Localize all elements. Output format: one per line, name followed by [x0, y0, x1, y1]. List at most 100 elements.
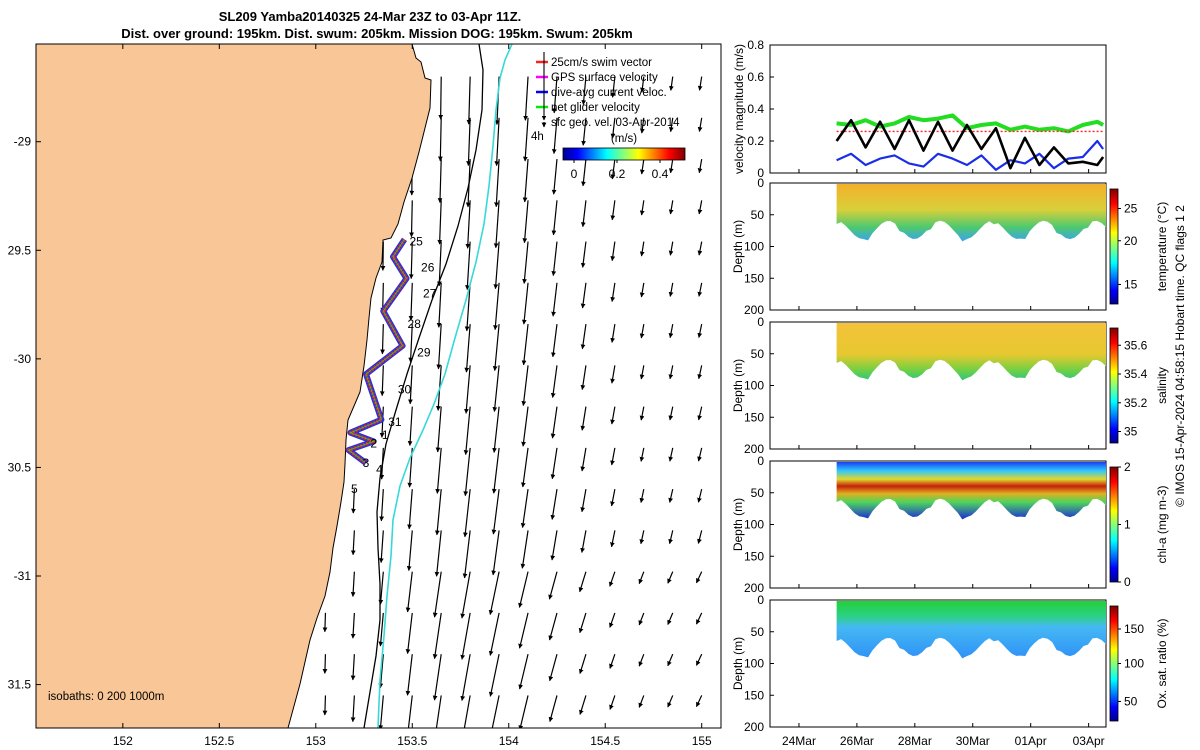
oxygen-colorbar — [1109, 605, 1119, 722]
velocity-vector — [668, 406, 674, 421]
velocity-vector — [610, 324, 616, 343]
velocity-vector — [434, 489, 442, 536]
day-label: 25 — [409, 235, 423, 249]
chla-section-data — [836, 462, 1106, 520]
velocity-vector — [550, 489, 558, 520]
velocity-vector — [639, 447, 645, 462]
velocity-vector — [697, 406, 703, 421]
velocity-vector — [668, 200, 674, 215]
velocity-vector — [379, 489, 385, 522]
velocity-vector — [668, 158, 674, 174]
velocity-vector — [432, 571, 442, 618]
velocity-vector — [494, 117, 500, 167]
day-label: 1 — [382, 428, 389, 442]
velocity-vector — [518, 654, 529, 690]
velocity-vector — [581, 76, 587, 106]
velocity-vector — [668, 241, 674, 256]
velocity-vector — [697, 117, 703, 132]
depth-tick-label: 50 — [751, 486, 765, 500]
velocity-vector — [494, 159, 500, 208]
depth-tick-label: 200 — [744, 303, 764, 317]
depth-tick-label: 150 — [744, 410, 764, 424]
velocity-vector — [667, 612, 674, 625]
depth-tick-label: 100 — [744, 518, 764, 532]
velocity-vector — [639, 530, 645, 545]
salinity-section-data — [836, 323, 1106, 381]
velocity-vector — [639, 241, 645, 257]
velocity-vector — [491, 695, 500, 728]
velocity-vector — [639, 324, 645, 339]
velocity-vector — [639, 117, 645, 134]
velocity-vector — [580, 365, 587, 390]
velocity-vector — [581, 159, 587, 187]
colorbar-tick-label: 15 — [1124, 277, 1138, 291]
timestamp-note: 4h — [531, 131, 544, 143]
velocity-vector — [435, 695, 442, 728]
velocity-vector — [463, 447, 471, 497]
velocity-vector — [668, 117, 674, 133]
legend-label: 25cm/s swim vector — [551, 57, 652, 69]
depth-tick-label: 0 — [757, 315, 764, 329]
velocity-vector — [464, 282, 471, 332]
map-y-tick-label: 30.5 — [8, 460, 32, 474]
depth-ylabel: Depth (m) — [731, 637, 745, 690]
velocity-vector — [465, 241, 471, 291]
velocity-vector — [322, 612, 328, 633]
velocity-vector — [322, 654, 328, 674]
legend-entry: GPS surface velocity — [536, 72, 658, 84]
isobath-1000m — [377, 44, 513, 728]
colorbar-title: (m/s) — [611, 133, 637, 145]
velocity-vector — [464, 324, 471, 373]
velocity-vector — [521, 324, 529, 366]
velocity-vector — [407, 489, 413, 530]
velocity-vector — [322, 695, 328, 716]
title-line1: SL209 Yamba20140325 24-Mar 23Z to 03-Apr… — [219, 9, 522, 24]
velocity-vector — [609, 653, 616, 669]
velocity-vector — [380, 324, 385, 355]
velocity-vector — [667, 653, 674, 667]
velocity-vector — [697, 488, 703, 503]
salinity-colorbar — [1109, 327, 1119, 444]
velocity-vector — [408, 241, 414, 280]
velocity-vector — [695, 653, 703, 666]
velocity-vector — [638, 695, 645, 708]
velocity-vector — [434, 530, 442, 577]
velocity-vector — [548, 571, 558, 600]
velocity-vector — [550, 530, 558, 561]
colorbar-tick-label: 35 — [1124, 425, 1138, 439]
velocity-vector — [378, 654, 384, 689]
map-x-tick-label: 154.5 — [590, 734, 620, 748]
colorbar-tick-label: 0 — [571, 167, 578, 181]
velocity-vector — [521, 406, 529, 447]
velocity-vector — [350, 530, 356, 556]
velocity-vector — [669, 76, 674, 91]
map-x-tick-label: 155 — [692, 734, 712, 748]
velocity-vector — [610, 159, 616, 180]
velocity-vector — [460, 612, 471, 660]
velocity-vector — [464, 365, 471, 414]
velocity-vector — [551, 159, 558, 195]
velocity-vector — [460, 571, 471, 619]
map-x-tick-label: 153.5 — [397, 734, 427, 748]
velocity-vector — [580, 447, 587, 472]
velocity-vector — [437, 200, 443, 245]
velocity-vector — [407, 406, 413, 446]
velocity-vector — [695, 695, 703, 708]
colorbar-tick-label: 100 — [1124, 657, 1144, 671]
depth-tick-label: 100 — [744, 240, 764, 254]
velocity-vector — [491, 530, 500, 576]
velocity-vector — [492, 324, 500, 372]
colorbar-tick-label: 2 — [1124, 460, 1131, 474]
velocity-vector — [492, 406, 500, 453]
velocity-vector — [697, 76, 703, 91]
legend-label: net glider velocity — [551, 102, 640, 114]
velocity-vector — [488, 571, 500, 615]
temperature-cbar-label: temperature (°C) — [1155, 202, 1169, 292]
velocity-vector — [640, 76, 645, 93]
depth-ylabel: Depth (m) — [731, 498, 745, 551]
velocity-vector — [406, 530, 413, 571]
velocity-vector — [462, 530, 471, 579]
